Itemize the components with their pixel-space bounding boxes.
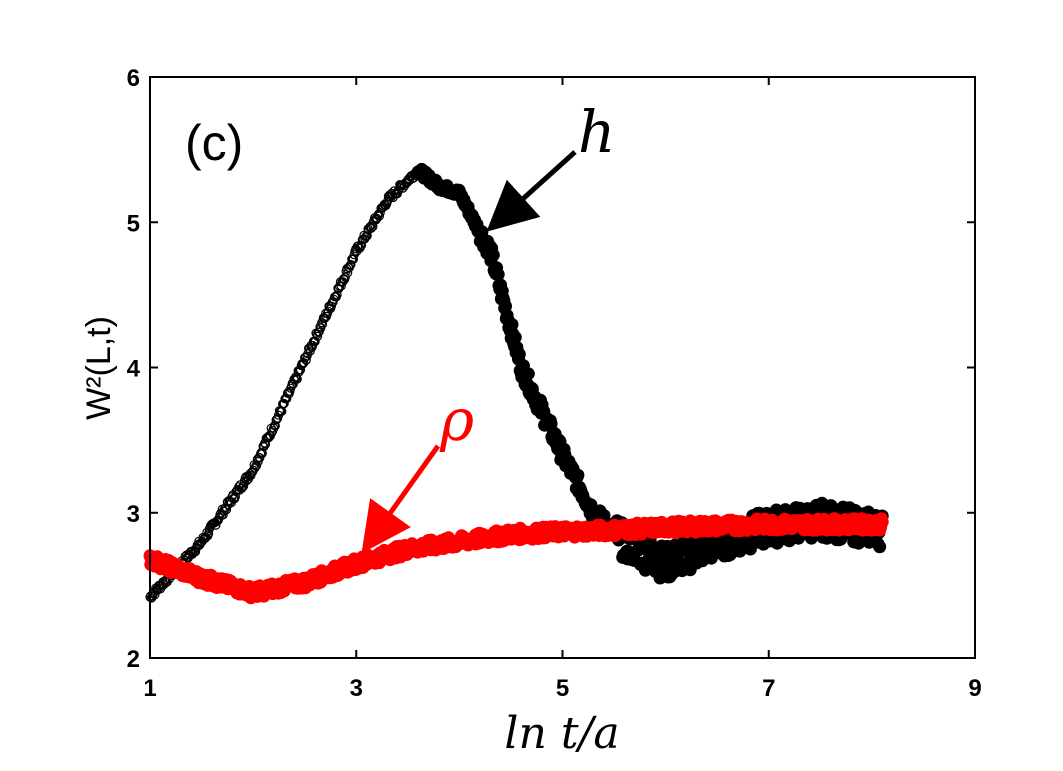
- h-annotation-label: h: [578, 98, 615, 166]
- h-annotation-arrow: [486, 150, 577, 232]
- series-rho: [143, 512, 889, 605]
- data-point: [346, 259, 356, 270]
- data-point: [323, 306, 333, 316]
- x-tick-label: 5: [556, 675, 569, 702]
- data-point: [486, 248, 500, 262]
- data-point: [491, 268, 505, 281]
- y-tick-label: 6: [127, 65, 140, 92]
- x-tick-label: 1: [143, 675, 156, 702]
- x-tick-label: 3: [350, 675, 363, 702]
- y-tick-label: 2: [127, 646, 140, 673]
- plot-area: [143, 162, 889, 605]
- data-point: [257, 448, 267, 458]
- panel-label: (c): [185, 115, 243, 171]
- data-point: [256, 447, 267, 457]
- data-point: [317, 319, 328, 329]
- data-point: [354, 242, 364, 252]
- y-tick-label: 4: [127, 356, 141, 383]
- data-point: [272, 414, 282, 424]
- data-point: [255, 453, 265, 463]
- y-tick-label: 5: [127, 210, 140, 237]
- data-point: [238, 482, 248, 492]
- rho-annotation-arrow: [361, 444, 441, 554]
- data-point: [873, 540, 887, 554]
- data-point: [279, 398, 289, 409]
- data-point: [362, 231, 372, 241]
- x-axis-label: ln t/a: [504, 708, 619, 759]
- data-point: [211, 520, 221, 530]
- data-point: [512, 347, 526, 361]
- data-point: [291, 372, 301, 382]
- data-point: [521, 367, 535, 381]
- data-point: [204, 528, 214, 539]
- data-point: [295, 365, 306, 375]
- data-point: [303, 349, 313, 359]
- data-point: [340, 272, 350, 282]
- x-tick-label: 9: [968, 675, 981, 702]
- data-point: [315, 322, 325, 332]
- data-point: [259, 442, 269, 452]
- ticks: 1 3 5 7 9 2 3 4 5 6: [127, 65, 982, 702]
- y-axis-label: W²(L,t): [80, 316, 118, 420]
- plot-frame: [149, 76, 976, 659]
- data-point: [200, 533, 210, 543]
- data-point: [301, 355, 311, 365]
- data-point: [571, 468, 585, 482]
- data-point: [313, 331, 323, 341]
- rho-annotation-label: ρ: [439, 386, 474, 454]
- y-tick-label: 3: [127, 501, 140, 528]
- data-point: [875, 515, 889, 529]
- x-tick-label: 7: [762, 675, 775, 702]
- data-point: [252, 460, 262, 471]
- data-point: [332, 290, 342, 300]
